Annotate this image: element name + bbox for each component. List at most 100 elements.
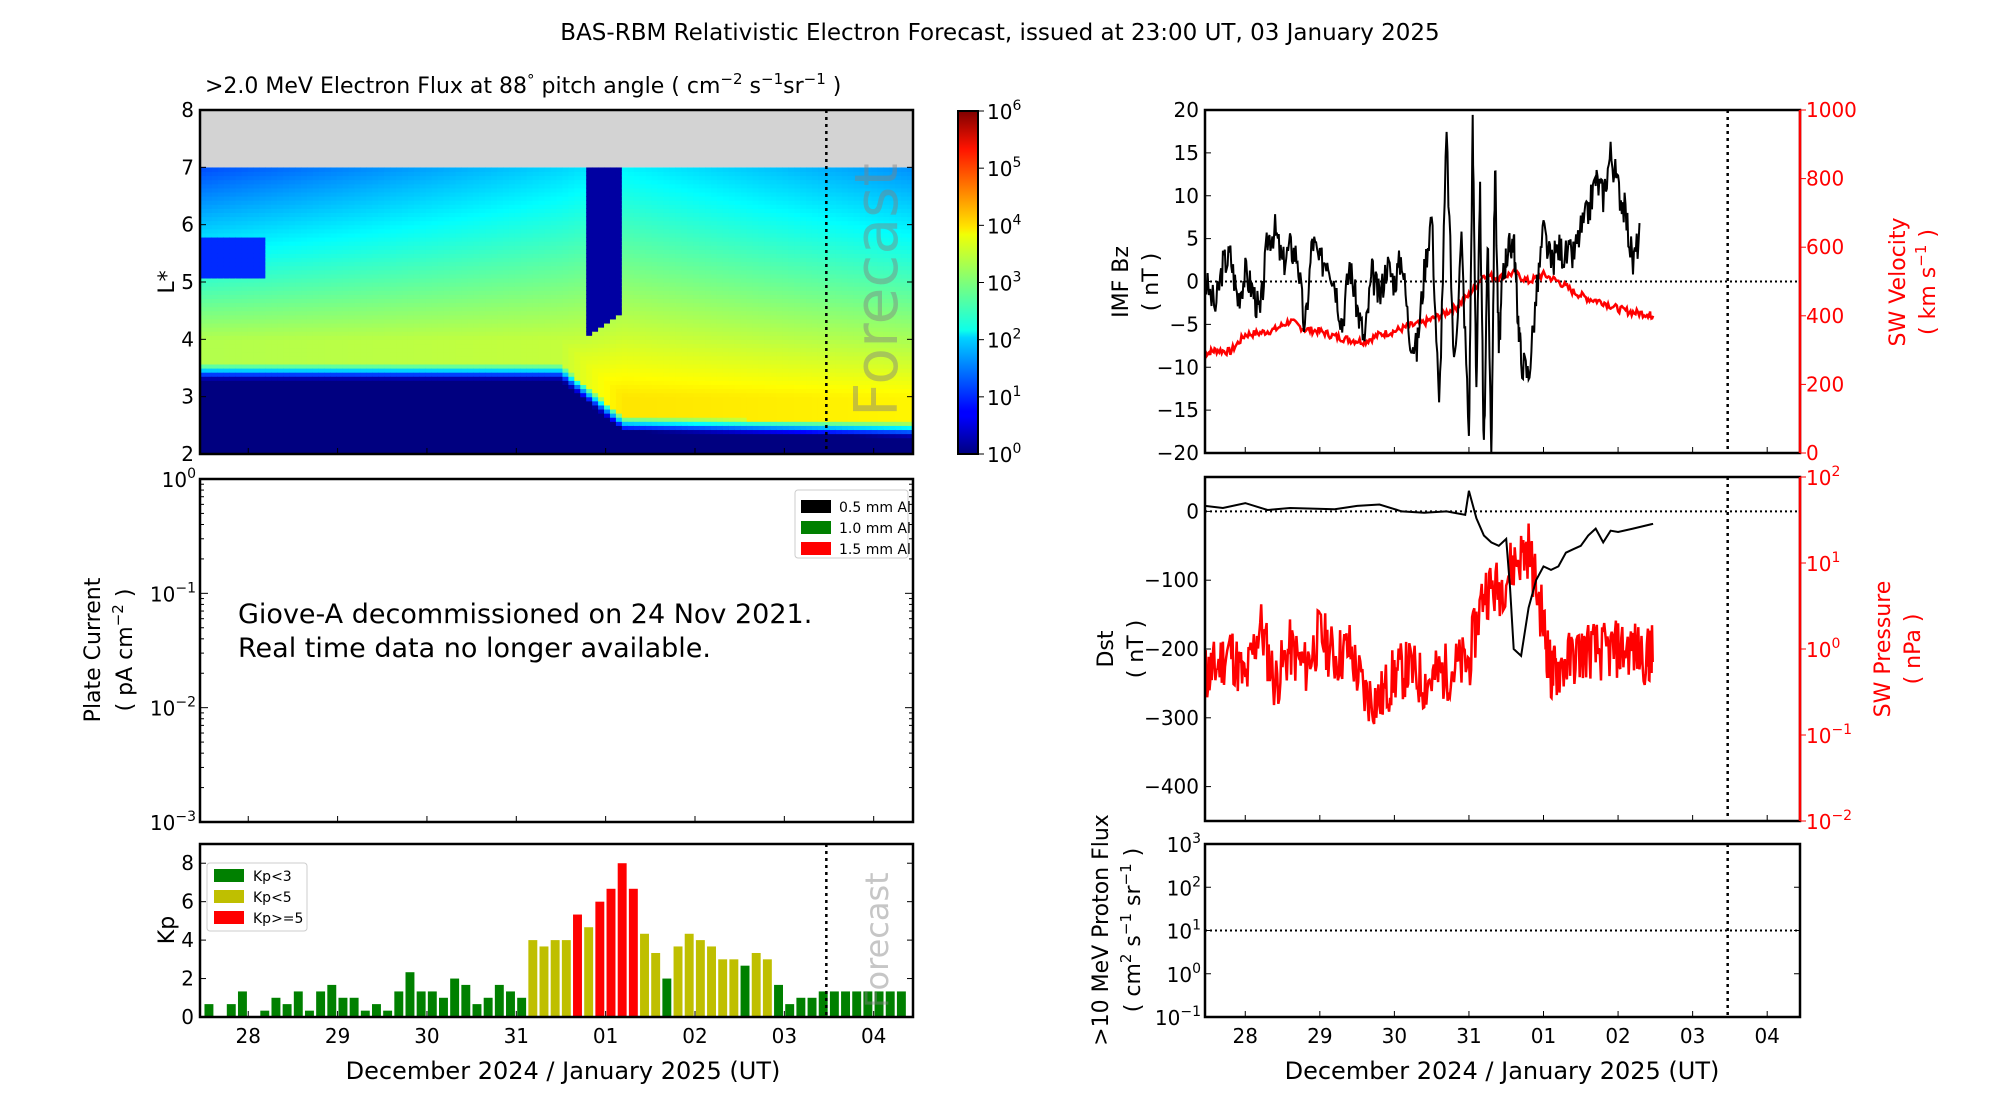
flux-cell <box>497 290 504 295</box>
flux-cell <box>324 433 332 439</box>
flux-cell <box>592 318 599 324</box>
flux-cell <box>200 413 207 418</box>
flux-cell <box>271 212 278 218</box>
flux-cell <box>526 380 534 385</box>
flux-cell <box>241 408 249 414</box>
flux-cell <box>283 200 290 205</box>
flux-cell <box>473 273 480 279</box>
flux-cell <box>580 339 587 345</box>
flux-cell <box>538 167 546 173</box>
flux-cell <box>449 388 457 394</box>
flux-cell <box>235 363 243 369</box>
flux-cell <box>211 380 219 385</box>
flux-cell <box>508 167 516 173</box>
flux-cell <box>550 376 558 381</box>
flux-cell <box>479 200 486 205</box>
flux-cell <box>378 437 385 443</box>
flux-cell <box>372 351 379 357</box>
flux-cell <box>384 212 391 218</box>
flux-cell <box>520 200 528 205</box>
flux-cell <box>217 318 225 324</box>
flux-cell <box>413 343 421 349</box>
flux-cell <box>402 388 409 394</box>
flux-cell <box>550 413 558 418</box>
flux-cell <box>283 318 290 324</box>
flux-cell <box>467 249 474 254</box>
flux-cell <box>390 347 397 353</box>
flux-cell <box>520 417 528 422</box>
flux-cell <box>461 433 468 439</box>
flux-cell <box>425 187 433 193</box>
flux-cell <box>419 335 427 340</box>
flux-cell <box>443 249 451 254</box>
flux-cell <box>205 400 213 406</box>
flux-cell <box>538 384 546 390</box>
flux-cell <box>609 241 617 246</box>
flux-cell <box>223 359 231 365</box>
flux-cell <box>562 191 569 197</box>
flux-cell <box>568 343 575 349</box>
flux-cell <box>259 294 266 299</box>
flux-cell <box>604 265 611 271</box>
flux-cell <box>306 372 314 377</box>
flux-cell <box>342 388 350 394</box>
flux-cell <box>217 376 225 381</box>
flux-cell <box>211 335 219 340</box>
flux-cell <box>318 196 326 201</box>
flux-cell <box>241 396 249 402</box>
flux-cell <box>431 310 439 316</box>
flux-cell <box>372 327 379 332</box>
flux-cell <box>354 343 362 349</box>
flux-cell <box>360 421 367 426</box>
flux-cell <box>211 200 219 205</box>
flux-cell <box>336 404 344 410</box>
flux-cell <box>378 310 385 316</box>
flux-cell <box>211 249 219 254</box>
flux-cell <box>402 273 409 279</box>
flux-cell <box>229 179 237 185</box>
flux-cell <box>497 228 504 234</box>
flux-cell <box>437 257 445 263</box>
flux-cell <box>396 322 403 328</box>
flux-cell <box>520 343 528 349</box>
flux-cell <box>235 171 243 177</box>
flux-cell <box>354 208 362 213</box>
flux-cell <box>485 441 492 447</box>
flux-cell <box>425 196 433 201</box>
flux-cell <box>318 183 326 189</box>
flux-cell <box>556 183 564 189</box>
flux-cell <box>568 376 575 381</box>
flux-cell <box>235 408 243 414</box>
flux-cell <box>211 384 219 390</box>
flux-cell <box>455 417 463 422</box>
flux-cell <box>295 339 302 345</box>
flux-cell <box>283 224 290 230</box>
flux-cell <box>366 359 373 365</box>
flux-cell <box>479 347 486 353</box>
flux-cell <box>289 351 296 357</box>
flux-cell <box>586 314 593 320</box>
flux-cell <box>532 298 540 304</box>
flux-cell <box>330 355 338 361</box>
flux-cell <box>289 441 296 447</box>
flux-cell <box>598 273 605 279</box>
flux-cell <box>324 187 332 193</box>
flux-cell <box>419 302 427 308</box>
flux-cell <box>265 310 272 316</box>
flux-cell <box>354 191 362 197</box>
flux-cell <box>467 347 474 353</box>
flux-cell <box>437 290 445 295</box>
flux-cell <box>443 212 451 218</box>
flux-cell <box>503 433 510 439</box>
flux-cell <box>396 277 403 283</box>
flux-cell <box>271 261 278 267</box>
flux-cell <box>503 359 510 365</box>
flux-cell <box>241 400 249 406</box>
flux-cell <box>217 314 225 320</box>
flux-cell <box>396 241 403 246</box>
flux-cell <box>568 245 575 250</box>
flux-cell <box>413 282 421 287</box>
flux-cell <box>467 384 474 390</box>
flux-cell <box>354 380 362 385</box>
flux-cell <box>598 388 605 394</box>
